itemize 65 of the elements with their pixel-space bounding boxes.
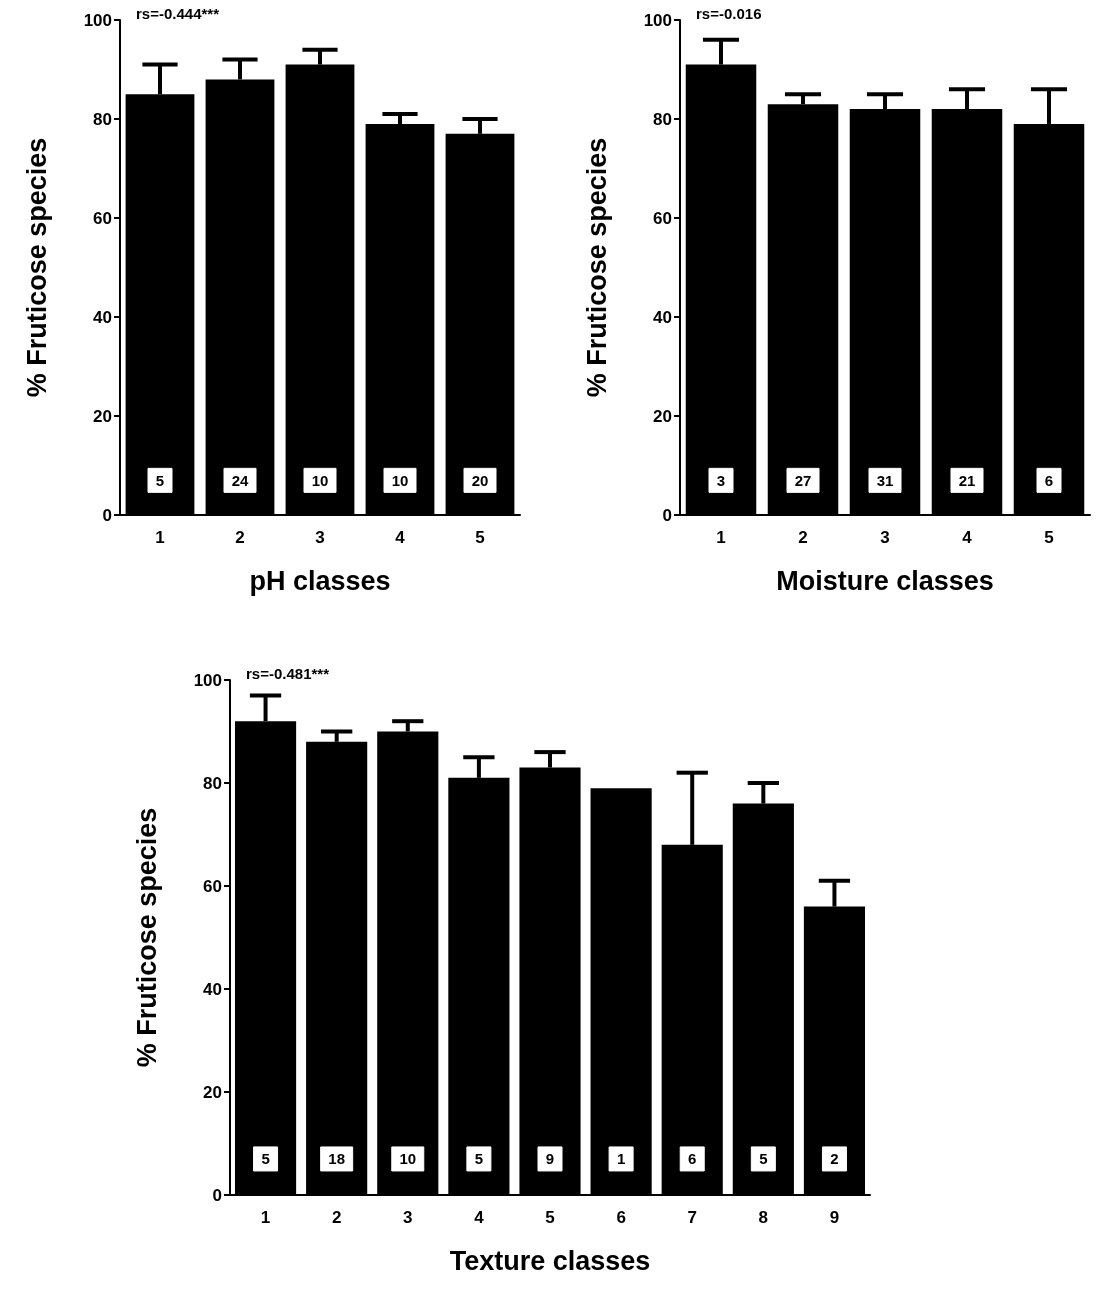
x-tick-label: 9 [829,1208,840,1227]
annotation: 5 [759,1150,768,1168]
x-axis-title: pH classes [249,565,391,596]
x-tick-label: 5 [475,528,485,547]
x-axis-title: Moisture classes [776,565,994,596]
y-axis-title: % Fruticose species [131,807,162,1068]
y-axis-title: % Fruticose species [21,137,52,398]
x-tick-label: 7 [687,1208,697,1227]
annotation: 6 [1044,471,1054,489]
y-tick-label: 60 [203,876,222,896]
x-tick-label: 4 [395,528,406,547]
annotation: 10 [399,1150,417,1168]
y-tick-label: 0 [212,1185,222,1205]
x-tick-label: 4 [474,1208,485,1227]
y-tick-label: 80 [93,109,112,129]
annotation: rs=-0.016 [696,5,762,22]
y-tick-label: 20 [203,1082,222,1102]
annotation: 5 [474,1150,484,1168]
annotation: 5 [261,1150,270,1168]
annotation: 10 [311,471,329,489]
x-tick-label: 1 [260,1208,271,1227]
x-tick-label: 5 [545,1208,555,1227]
y-axis-title: % Fruticose species [581,137,612,398]
y-tick-label: 40 [93,307,112,327]
annotation: rs=-0.444*** [136,5,220,22]
y-tick-label: 0 [662,505,672,525]
annotation: 1 [616,1150,626,1168]
annotation: 27 [794,471,812,489]
annotation: 3 [716,471,726,489]
annotation: 10 [391,471,409,489]
x-tick-label: 1 [716,528,726,547]
y-tick-label: 20 [653,406,672,426]
x-tick-label: 3 [403,1208,413,1227]
y-tick-label: 60 [93,208,112,228]
annotation: 9 [545,1150,555,1168]
y-tick-label: 100 [643,10,672,30]
x-tick-label: 6 [616,1208,626,1227]
annotation: 31 [876,471,894,489]
x-tick-label: 3 [315,528,325,547]
x-tick-label: 8 [758,1208,769,1227]
annotation: 21 [958,471,976,489]
x-tick-label: 3 [880,528,890,547]
x-tick-label: 4 [962,528,973,547]
y-tick-label: 80 [203,773,222,793]
y-tick-label: 20 [93,406,112,426]
x-tick-label: 5 [1044,528,1054,547]
x-tick-label: 2 [235,528,245,547]
annotation: 5 [155,471,165,489]
y-tick-label: 40 [203,979,222,999]
x-axis-title: Texture classes [449,1245,651,1276]
annotation: 2 [830,1150,839,1168]
annotation: 24 [231,471,249,489]
annotation: 20 [471,471,489,489]
annotation: 18 [328,1150,346,1168]
y-tick-label: 60 [653,208,672,228]
annotation: rs=-0.481*** [246,665,330,682]
annotation: 6 [688,1150,697,1168]
x-tick-label: 2 [798,528,808,547]
y-tick-label: 80 [653,109,672,129]
y-tick-label: 100 [193,670,222,690]
y-tick-label: 40 [653,307,672,327]
y-tick-label: 100 [83,10,112,30]
x-tick-label: 2 [331,1208,342,1227]
x-tick-label: 1 [155,528,165,547]
y-tick-label: 0 [102,505,112,525]
